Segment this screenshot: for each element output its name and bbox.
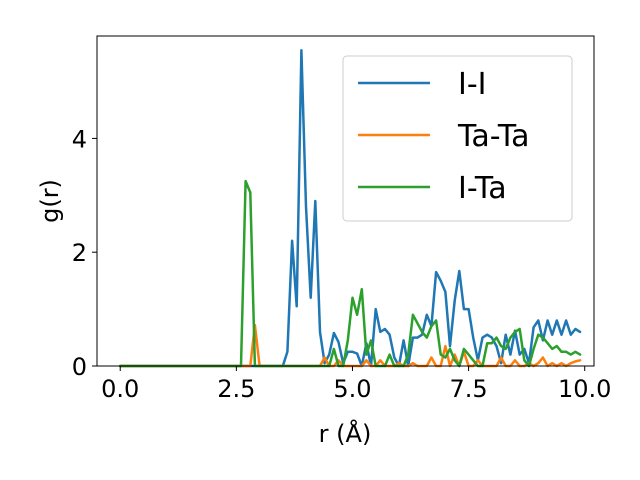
y-axis-label: g(r) (36, 179, 64, 223)
y-tick-label: 0 (72, 353, 87, 381)
x-tick-label: 7.5 (450, 375, 488, 403)
y-tick-label: 4 (72, 125, 87, 153)
x-tick-label: 5.0 (333, 375, 371, 403)
legend-label: Ta-Ta (457, 119, 530, 154)
legend-label: I-I (458, 67, 487, 102)
plot-frame (96, 35, 595, 367)
series-line-i-i (118, 48, 582, 368)
legend: I-I Ta-Ta I-Ta (342, 55, 573, 222)
x-axis-label: r (Å) (319, 419, 372, 448)
y-tick-label: 2 (72, 239, 87, 267)
x-axis: 0.0 2.5 5.0 7.5 10.0 (101, 366, 611, 403)
x-tick-label: 0.0 (101, 375, 139, 403)
x-tick-label: 2.5 (217, 375, 255, 403)
legend-label: I-Ta (458, 171, 507, 206)
x-tick-label: 10.0 (558, 375, 611, 403)
legend-box (342, 55, 573, 222)
y-axis: 0 2 4 (72, 125, 97, 381)
